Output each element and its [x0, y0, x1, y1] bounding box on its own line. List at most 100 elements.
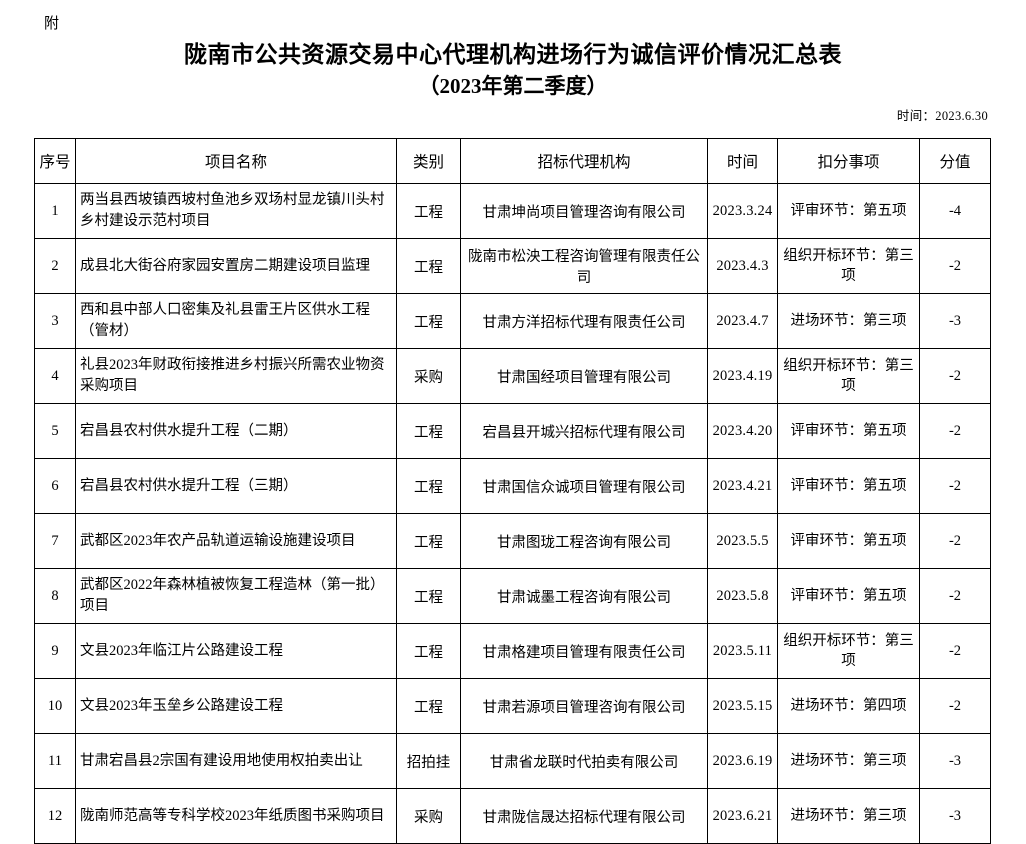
table-row: 2 成县北大街谷府家园安置房二期建设项目监理 工程 陇南市松泱工程咨询管理有限责…	[34, 238, 991, 294]
cell-score: -3	[919, 293, 991, 349]
table-row: 11 甘肃宕昌县2宗国有建设用地使用权拍卖出让 招拍挂 甘肃省龙联时代拍卖有限公…	[34, 733, 991, 789]
cell-score: -2	[919, 238, 991, 294]
cell-deduction: 进场环节：第四项	[777, 678, 920, 734]
column-header-index: 序号	[34, 138, 76, 184]
cell-date: 2023.4.21	[707, 458, 778, 514]
cell-agency: 甘肃方洋招标代理有限责任公司	[460, 293, 708, 349]
cell-index: 7	[34, 513, 76, 569]
cell-project-name: 宕昌县农村供水提升工程（二期）	[75, 403, 397, 459]
cell-agency: 甘肃图珑工程咨询有限公司	[460, 513, 708, 569]
cell-deduction: 评审环节：第五项	[777, 513, 920, 569]
cell-score: -2	[919, 623, 991, 679]
cell-agency: 甘肃诚墨工程咨询有限公司	[460, 568, 708, 624]
report-date: 时间：2023.6.30	[896, 109, 988, 123]
cell-category: 采购	[396, 788, 461, 844]
table-header-row: 序号 项目名称 类别 招标代理机构 时间 扣分事项 分值	[34, 138, 991, 184]
cell-score: -2	[919, 513, 991, 569]
cell-index: 5	[34, 403, 76, 459]
cell-project-name: 甘肃宕昌县2宗国有建设用地使用权拍卖出让	[75, 733, 397, 789]
attachment-mark: 附	[44, 16, 60, 32]
table-row: 1 两当县西坡镇西坡村鱼池乡双场村显龙镇川头村乡村建设示范村项目 工程 甘肃坤尚…	[34, 183, 991, 239]
table-body: 1 两当县西坡镇西坡村鱼池乡双场村显龙镇川头村乡村建设示范村项目 工程 甘肃坤尚…	[34, 183, 991, 844]
cell-index: 6	[34, 458, 76, 514]
cell-index: 9	[34, 623, 76, 679]
cell-index: 12	[34, 788, 76, 844]
cell-category: 工程	[396, 293, 461, 349]
column-header-date: 时间	[707, 138, 778, 184]
table-row: 8 武都区2022年森林植被恢复工程造林（第一批）项目 工程 甘肃诚墨工程咨询有…	[34, 568, 991, 624]
cell-deduction: 组织开标环节：第三项	[777, 348, 920, 404]
cell-category: 招拍挂	[396, 733, 461, 789]
cell-agency: 甘肃格建项目管理有限责任公司	[460, 623, 708, 679]
cell-project-name: 陇南师范高等专科学校2023年纸质图书采购项目	[75, 788, 397, 844]
cell-score: -2	[919, 458, 991, 514]
cell-index: 10	[34, 678, 76, 734]
cell-project-name: 文县2023年临江片公路建设工程	[75, 623, 397, 679]
cell-index: 8	[34, 568, 76, 624]
cell-category: 工程	[396, 568, 461, 624]
cell-agency: 甘肃若源项目管理咨询有限公司	[460, 678, 708, 734]
cell-date: 2023.3.24	[707, 183, 778, 239]
cell-date: 2023.6.21	[707, 788, 778, 844]
cell-deduction: 进场环节：第三项	[777, 293, 920, 349]
cell-index: 11	[34, 733, 76, 789]
cell-deduction: 评审环节：第五项	[777, 183, 920, 239]
cell-score: -2	[919, 678, 991, 734]
cell-date: 2023.5.5	[707, 513, 778, 569]
cell-date: 2023.4.3	[707, 238, 778, 294]
cell-category: 工程	[396, 623, 461, 679]
cell-date: 2023.6.19	[707, 733, 778, 789]
table-row: 4 礼县2023年财政衔接推进乡村振兴所需农业物资采购项目 采购 甘肃国经项目管…	[34, 348, 991, 404]
cell-project-name: 成县北大街谷府家园安置房二期建设项目监理	[75, 238, 397, 294]
cell-deduction: 评审环节：第五项	[777, 403, 920, 459]
column-header-category: 类别	[396, 138, 461, 184]
table-row: 12 陇南师范高等专科学校2023年纸质图书采购项目 采购 甘肃陇信晟达招标代理…	[34, 788, 991, 844]
cell-agency: 宕昌县开城兴招标代理有限公司	[460, 403, 708, 459]
cell-score: -2	[919, 568, 991, 624]
cell-project-name: 宕昌县农村供水提升工程（三期）	[75, 458, 397, 514]
cell-date: 2023.5.15	[707, 678, 778, 734]
cell-deduction: 评审环节：第五项	[777, 458, 920, 514]
table-row: 9 文县2023年临江片公路建设工程 工程 甘肃格建项目管理有限责任公司 202…	[34, 623, 991, 679]
cell-index: 4	[34, 348, 76, 404]
cell-category: 工程	[396, 458, 461, 514]
cell-project-name: 武都区2022年森林植被恢复工程造林（第一批）项目	[75, 568, 397, 624]
cell-score: -2	[919, 403, 991, 459]
cell-category: 工程	[396, 513, 461, 569]
cell-category: 工程	[396, 678, 461, 734]
cell-deduction: 评审环节：第五项	[777, 568, 920, 624]
table-row: 7 武都区2023年农产品轨道运输设施建设项目 工程 甘肃图珑工程咨询有限公司 …	[34, 513, 991, 569]
table-row: 3 西和县中部人口密集及礼县雷王片区供水工程（管材） 工程 甘肃方洋招标代理有限…	[34, 293, 991, 349]
cell-deduction: 进场环节：第三项	[777, 788, 920, 844]
cell-category: 采购	[396, 348, 461, 404]
cell-agency: 甘肃坤尚项目管理咨询有限公司	[460, 183, 708, 239]
cell-index: 3	[34, 293, 76, 349]
cell-index: 1	[34, 183, 76, 239]
cell-index: 2	[34, 238, 76, 294]
column-header-deduction: 扣分事项	[777, 138, 920, 184]
column-header-name: 项目名称	[75, 138, 397, 184]
table-row: 6 宕昌县农村供水提升工程（三期） 工程 甘肃国信众诚项目管理有限公司 2023…	[34, 458, 991, 514]
cell-date: 2023.4.7	[707, 293, 778, 349]
cell-project-name: 礼县2023年财政衔接推进乡村振兴所需农业物资采购项目	[75, 348, 397, 404]
cell-agency: 甘肃省龙联时代拍卖有限公司	[460, 733, 708, 789]
cell-score: -3	[919, 788, 991, 844]
cell-agency: 陇南市松泱工程咨询管理有限责任公司	[460, 238, 708, 294]
table-row: 5 宕昌县农村供水提升工程（二期） 工程 宕昌县开城兴招标代理有限公司 2023…	[34, 403, 991, 459]
cell-project-name: 文县2023年玉垒乡公路建设工程	[75, 678, 397, 734]
table-header: 序号 项目名称 类别 招标代理机构 时间 扣分事项 分值	[34, 138, 991, 184]
cell-project-name: 西和县中部人口密集及礼县雷王片区供水工程（管材）	[75, 293, 397, 349]
cell-deduction: 组织开标环节：第三项	[777, 623, 920, 679]
cell-score: -4	[919, 183, 991, 239]
cell-project-name: 两当县西坡镇西坡村鱼池乡双场村显龙镇川头村乡村建设示范村项目	[75, 183, 397, 239]
page-title: 陇南市公共资源交易中心代理机构进场行为诚信评价情况汇总表	[184, 42, 842, 67]
cell-agency: 甘肃国经项目管理有限公司	[460, 348, 708, 404]
cell-date: 2023.5.8	[707, 568, 778, 624]
cell-agency: 甘肃陇信晟达招标代理有限公司	[460, 788, 708, 844]
cell-agency: 甘肃国信众诚项目管理有限公司	[460, 458, 708, 514]
cell-score: -3	[919, 733, 991, 789]
cell-category: 工程	[396, 183, 461, 239]
cell-project-name: 武都区2023年农产品轨道运输设施建设项目	[75, 513, 397, 569]
column-header-agency: 招标代理机构	[460, 138, 708, 184]
